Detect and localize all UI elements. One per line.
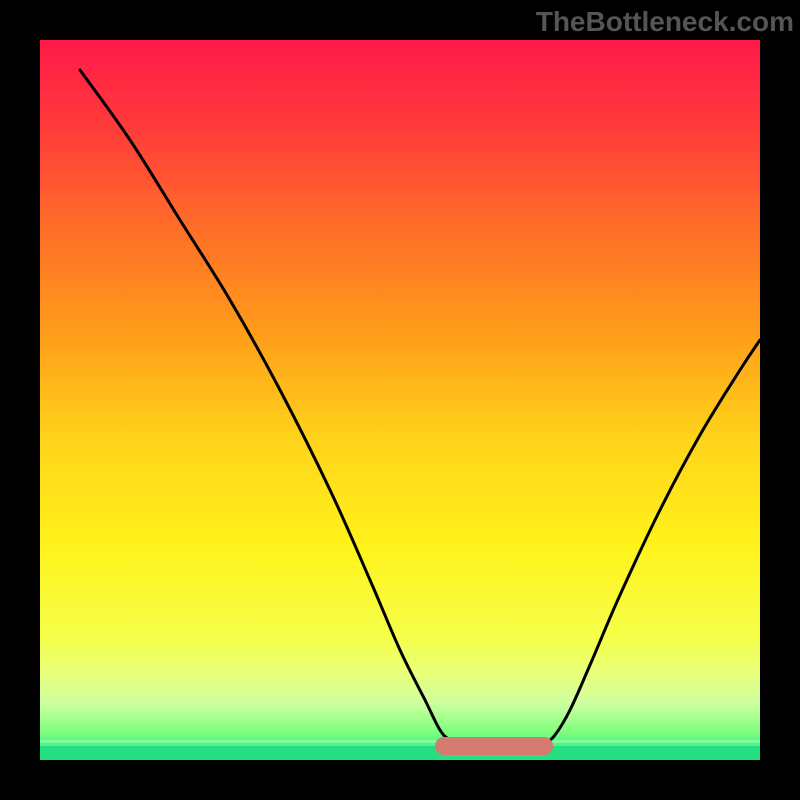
border-left	[0, 0, 40, 800]
green-band	[40, 740, 760, 760]
valley-highlight-bar	[435, 737, 553, 755]
border-bottom	[0, 760, 800, 800]
plot-svg	[40, 40, 760, 760]
chart-frame: TheBottleneck.com	[0, 0, 800, 800]
watermark-text: TheBottleneck.com	[536, 6, 794, 38]
border-right	[760, 0, 800, 800]
plot-area	[40, 40, 760, 760]
